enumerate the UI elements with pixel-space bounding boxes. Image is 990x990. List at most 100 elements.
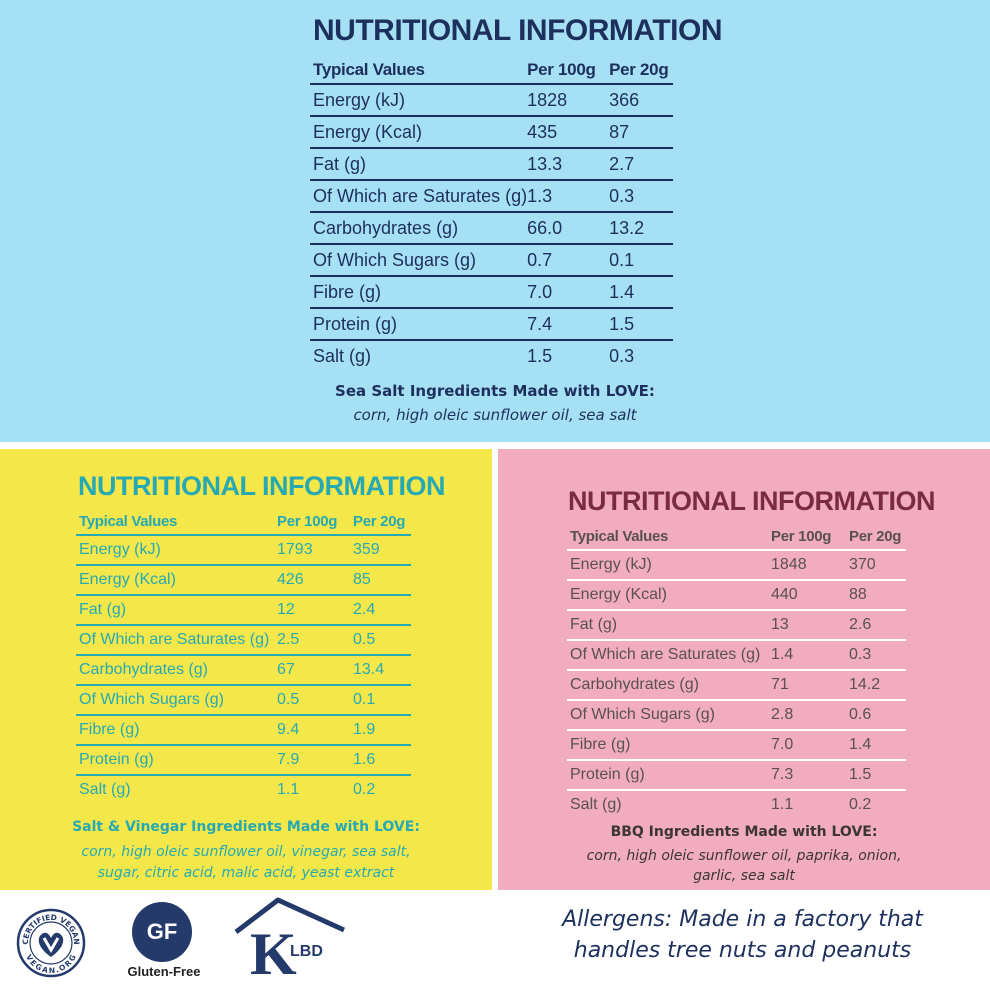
value-per-20g: 0.6 <box>849 700 906 731</box>
nutrient-name: Energy (Kcal) <box>310 116 528 149</box>
nutrient-name: Salt (g) <box>79 781 131 798</box>
panel-title: NUTRITIONAL INFORMATION <box>313 14 723 47</box>
ingredients-title: Salt & Vinegar Ingredients Made with LOV… <box>72 819 420 835</box>
value-per-100g: 13.3 <box>527 148 610 181</box>
text-line: sugar, citric acid, malic acid, yeast ex… <box>97 865 395 881</box>
klbd-letter: K <box>250 921 297 982</box>
table-row: Of Which Sugars (g) 2.8 0.6 <box>567 700 906 731</box>
nutrient-name: Fat (g) <box>76 595 277 626</box>
salt-vinegar-panel: NUTRITIONAL INFORMATION Typical Values Pe… <box>0 449 492 890</box>
column-header: Per 100g <box>527 56 610 85</box>
table-header-row: Typical Values Per 100g Per 20g <box>310 56 673 85</box>
value-per-100g: 67 <box>277 655 353 686</box>
nutrient-name: Of Which Sugars (g) <box>76 685 277 716</box>
table-row: Of Which Sugars (g) 0.5 0.1 <box>76 685 411 716</box>
value-per-20g: 87 <box>609 116 673 149</box>
column-header: Per 20g <box>609 56 673 85</box>
value-per-100g: 426 <box>277 565 353 596</box>
table-row: Carbohydrates (g) 71 14.2 <box>567 670 906 701</box>
gluten-free-logo-icon: GF Gluten-Free <box>118 902 210 982</box>
ingredients-title: BBQ Ingredients Made with LOVE: <box>610 824 878 840</box>
nutrient-name: Fat (g) <box>310 148 528 181</box>
nutrient-name: Carbohydrates (g) <box>76 655 277 686</box>
value-per-100g: 1.1 <box>771 796 794 813</box>
value-per-20g: 1.9 <box>353 715 411 746</box>
nutrient-name: Protein (g) <box>76 745 277 776</box>
klbd-text: LBD <box>290 943 323 960</box>
table-row: Protein (g) 7.4 1.5 <box>310 308 673 341</box>
text-line: corn, high oleic sunflower oil, vinegar,… <box>81 844 411 860</box>
value-per-100g: 7.0 <box>771 730 849 761</box>
value-per-100g: 1.1 <box>277 781 300 798</box>
value-per-20g: 0.3 <box>849 640 906 671</box>
column-header: Typical Values <box>76 509 277 536</box>
value-per-20g: 1.5 <box>849 760 906 791</box>
table-row: Protein (g) 7.3 1.5 <box>567 760 906 791</box>
column-header: Typical Values <box>567 524 771 551</box>
ingredients-text: corn, high oleic sunflower oil, paprika,… <box>498 846 990 886</box>
table-header-row: Typical Values Per 100g Per 20g <box>76 509 411 536</box>
value-per-100g: 7.3 <box>771 760 849 791</box>
nutrient-name: Of Which are Saturates (g) <box>76 625 277 656</box>
value-per-100g: 2.8 <box>771 700 849 731</box>
allergen-statement: Allergens: Made in a factory that handles… <box>555 904 930 966</box>
nutrient-name: Fibre (g) <box>310 276 528 309</box>
nutrition-table: Typical Values Per 100g Per 20g Energy (kJ)… <box>76 509 411 804</box>
table-row: Energy (Kcal) 426 85 <box>76 565 411 596</box>
value-per-100g: 1.3 <box>527 180 610 213</box>
table-row: Of Which are Saturates (g) 1.4 0.3 <box>567 640 906 671</box>
value-per-100g: 7.4 <box>527 308 610 341</box>
value-per-20g: 13.2 <box>609 212 673 245</box>
value-per-20g: 0.3 <box>609 345 635 366</box>
table-row: Fat (g) 12 2.4 <box>76 595 411 626</box>
value-per-20g: 1.5 <box>609 308 673 341</box>
value-per-20g: 0.2 <box>849 796 872 813</box>
value-per-20g: 1.6 <box>353 745 411 776</box>
table-row: Of Which are Saturates (g) 1.3 0.3 <box>310 180 673 213</box>
panel-title: NUTRITIONAL INFORMATION <box>568 486 935 516</box>
table-row: Fat (g) 13 2.6 <box>567 610 906 641</box>
value-per-20g: 85 <box>353 565 411 596</box>
nutrient-name: Fibre (g) <box>567 730 771 761</box>
value-per-100g: 2.5 <box>277 625 353 656</box>
text-line: corn, high oleic sunflower oil, paprika,… <box>586 848 902 864</box>
table-row: Of Which are Saturates (g) 2.5 0.5 <box>76 625 411 656</box>
nutrition-table: Typical Values Per 100g Per 20g Energy (kJ)… <box>567 524 906 819</box>
nutrient-name: Fibre (g) <box>76 715 277 746</box>
certified-vegan-logo-icon: CERTIFIED VEGAN VEGAN.ORG <box>16 908 86 978</box>
value-per-20g: 0.3 <box>609 180 673 213</box>
value-per-20g: 0.1 <box>353 685 411 716</box>
column-header: Typical Values <box>310 56 528 85</box>
value-per-20g: 88 <box>849 580 906 611</box>
nutrient-name: Energy (kJ) <box>310 84 528 117</box>
value-per-100g: 9.4 <box>277 715 353 746</box>
bbq-panel: NUTRITIONAL INFORMATION Typical Values Pe… <box>498 449 990 890</box>
value-per-20g: 13.4 <box>353 655 411 686</box>
gf-circle-text: GF <box>132 902 192 962</box>
value-per-20g: 2.4 <box>353 595 411 626</box>
nutrient-name: Energy (Kcal) <box>76 565 277 596</box>
table-row: Fibre (g) 9.4 1.9 <box>76 715 411 746</box>
value-per-20g: 2.7 <box>609 148 673 181</box>
value-per-20g: 359 <box>353 535 411 566</box>
table-row: Fibre (g) 7.0 1.4 <box>310 276 673 309</box>
nutrient-name: Salt (g) <box>570 796 622 813</box>
value-per-100g: 71 <box>771 670 849 701</box>
nutrient-name: Energy (kJ) <box>76 535 277 566</box>
footer: CERTIFIED VEGAN VEGAN.ORG GF Gluten-Free… <box>0 890 990 990</box>
nutrient-name: Carbohydrates (g) <box>567 670 771 701</box>
value-per-20g: 0.2 <box>353 781 376 798</box>
panel-title: NUTRITIONAL INFORMATION <box>78 471 445 501</box>
table-row: Protein (g) 7.9 1.6 <box>76 745 411 776</box>
value-per-100g: 66.0 <box>527 212 610 245</box>
value-per-20g: 2.6 <box>849 610 906 641</box>
table-row: Energy (Kcal) 435 87 <box>310 116 673 149</box>
table-row: Salt (g) 1.5 0.3 <box>310 340 673 371</box>
value-per-100g: 13 <box>771 610 849 641</box>
nutrient-name: Of Which are Saturates (g) <box>567 640 771 671</box>
sea-salt-panel: NUTRITIONAL INFORMATION Typical Values Pe… <box>0 0 990 442</box>
value-per-20g: 1.4 <box>849 730 906 761</box>
nutrient-name: Protein (g) <box>567 760 771 791</box>
value-per-100g: 435 <box>527 116 610 149</box>
table-row: Carbohydrates (g) 66.0 13.2 <box>310 212 673 245</box>
